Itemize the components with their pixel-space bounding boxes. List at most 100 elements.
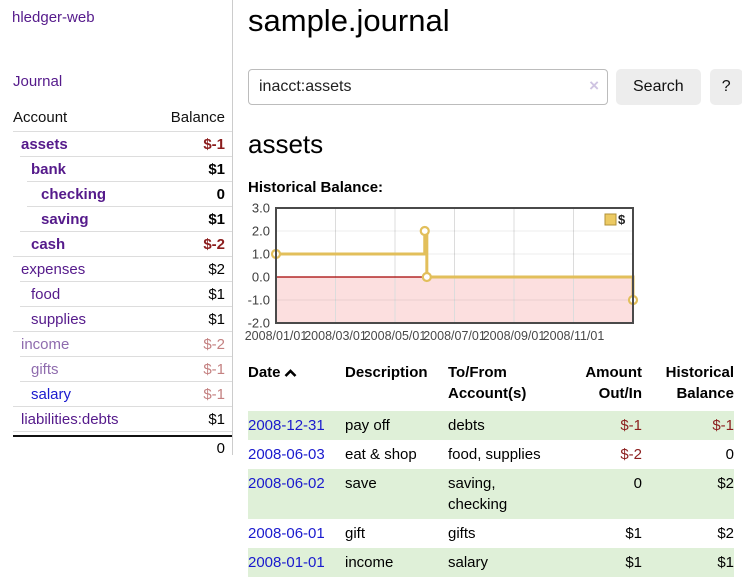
balance-cell: $-1 xyxy=(642,411,734,440)
description-cell: pay off xyxy=(345,411,448,440)
date-cell: 2008-12-31 xyxy=(248,411,345,440)
accounts-tree: assets $-1 bank $1 checking 0 saving $1 cash $-2 e… xyxy=(0,131,232,431)
sidebar-account-row: saving $1 xyxy=(27,206,232,231)
search-button[interactable]: Search xyxy=(616,69,701,105)
transaction-date-link[interactable]: 2008-06-01 xyxy=(248,525,325,542)
sidebar-account-link[interactable]: bank xyxy=(31,160,67,178)
table-row: 2008-06-03 eat & shop food, supplies $-2 0 xyxy=(248,440,734,469)
accounts-cell: gifts xyxy=(448,525,476,542)
x-axis-tick-label: 2008/03/01 xyxy=(304,329,367,343)
sidebar-account-row: assets $-1 xyxy=(13,131,232,156)
description-cell: gift xyxy=(345,525,366,542)
column-header-date[interactable]: Date xyxy=(248,362,345,411)
data-point-marker xyxy=(419,225,430,237)
x-axis-tick-label: 2008/11/01 xyxy=(543,329,605,343)
register-header-row: Date Description To/From Account(s) Amou… xyxy=(248,362,734,411)
sidebar-account-row: salary $-1 xyxy=(20,381,232,406)
accounts-cell: food, supplies xyxy=(448,446,541,463)
accounts-cell: debts xyxy=(448,411,560,440)
date-cell: 2008-01-01 xyxy=(248,548,345,577)
date-cell: 2008-06-03 xyxy=(248,440,345,469)
search-form: × Search ? xyxy=(248,69,742,105)
amount-cell: $-2 xyxy=(620,446,642,463)
sidebar-account-row: food $1 xyxy=(20,281,232,306)
y-axis-tick-label: -1.0 xyxy=(248,293,270,308)
help-button[interactable]: ? xyxy=(709,69,742,105)
accounts-column-header: Account xyxy=(13,109,68,126)
chart-border xyxy=(275,207,634,324)
account-balance: 0 xyxy=(216,185,225,203)
accounts-table-header: Account Balance xyxy=(13,109,232,131)
page-title: sample.journal xyxy=(248,3,450,38)
column-header-amount: Amount Out/In xyxy=(585,364,642,402)
balance-cell: 0 xyxy=(725,446,734,463)
legend-swatch-icon xyxy=(604,213,617,226)
amount-cell: 0 xyxy=(560,469,642,519)
sidebar-account-row: income $-2 xyxy=(13,331,232,356)
account-balance: $1 xyxy=(208,310,225,328)
accounts-cell: saving, checking xyxy=(448,469,560,519)
y-axis-tick-label: 0.0 xyxy=(252,270,270,285)
sidebar-account-link[interactable]: salary xyxy=(31,385,72,403)
account-balance: $2 xyxy=(208,260,225,278)
transaction-date-link[interactable]: 2008-06-02 xyxy=(248,475,325,492)
sidebar-account-link[interactable]: cash xyxy=(31,235,66,253)
sidebar: hledger-web Journal Account Balance asse… xyxy=(0,0,233,457)
table-row: 2008-06-02 save saving, checking 0 $2 xyxy=(248,469,734,519)
transaction-date-link[interactable]: 2008-12-31 xyxy=(248,417,325,434)
account-balance: $1 xyxy=(208,410,225,428)
sidebar-account-link[interactable]: income xyxy=(21,335,70,353)
account-balance: $-2 xyxy=(203,235,225,253)
description-cell: eat & shop xyxy=(345,446,417,463)
sidebar-account-link[interactable]: assets xyxy=(21,135,68,153)
y-axis-tick-label: 2.0 xyxy=(252,224,270,239)
account-balance: $1 xyxy=(208,285,225,303)
search-input[interactable] xyxy=(248,69,608,105)
accounts-cell: salary xyxy=(448,548,560,577)
sidebar-account-link[interactable]: gifts xyxy=(31,360,59,378)
x-axis-tick-label: 2008/01/01 xyxy=(245,329,308,343)
brand-link[interactable]: hledger-web xyxy=(12,9,95,26)
chart-label: Historical Balance: xyxy=(248,179,384,196)
amount-cell: $1 xyxy=(625,525,642,542)
x-axis-tick-label: 2008/05/01 xyxy=(364,329,427,343)
sidebar-account-row: gifts $-1 xyxy=(20,356,232,381)
clear-search-icon[interactable]: × xyxy=(589,76,599,95)
sidebar-account-row: expenses $2 xyxy=(13,256,232,281)
account-balance: $1 xyxy=(208,210,225,228)
balance-column-header: Balance xyxy=(170,109,225,126)
main-content: sample.journal × Search ? assets Histori… xyxy=(233,0,742,577)
description-cell: save xyxy=(345,469,448,519)
table-row: 2008-12-31 pay off debts $-1 $-1 xyxy=(248,411,734,440)
data-point-marker xyxy=(421,271,432,283)
sidebar-account-link[interactable]: supplies xyxy=(31,310,87,328)
account-heading: assets xyxy=(248,129,324,159)
sidebar-account-link[interactable]: expenses xyxy=(21,260,86,278)
table-row: 2008-06-01 gift gifts $1 $2 xyxy=(248,519,734,548)
sidebar-account-link[interactable]: saving xyxy=(41,210,89,228)
account-balance: $-1 xyxy=(203,385,225,403)
column-header-balance: Historical Balance xyxy=(665,364,734,402)
x-axis-tick-label: 2008/07/01 xyxy=(423,329,486,343)
transaction-date-link[interactable]: 2008-01-01 xyxy=(248,554,325,571)
accounts-total: 0 xyxy=(13,435,232,457)
sidebar-account-link[interactable]: checking xyxy=(41,185,107,203)
y-axis-tick-label: 1.0 xyxy=(252,247,270,262)
y-axis-tick-label: 3.0 xyxy=(252,201,270,216)
account-balance: $1 xyxy=(208,160,225,178)
amount-cell: $-1 xyxy=(560,411,642,440)
account-balance: $-2 xyxy=(203,335,225,353)
legend-label: $ xyxy=(618,212,626,227)
transaction-date-link[interactable]: 2008-06-03 xyxy=(248,446,325,463)
y-axis-tick-label: -2.0 xyxy=(248,316,270,331)
nav-journal-link[interactable]: Journal xyxy=(13,73,63,90)
sidebar-account-row: cash $-2 xyxy=(20,231,232,256)
account-balance: $-1 xyxy=(203,135,225,153)
sidebar-account-link[interactable]: food xyxy=(31,285,61,303)
date-cell: 2008-06-02 xyxy=(248,469,345,519)
sidebar-account-link[interactable]: liabilities:debts xyxy=(21,410,119,428)
sort-ascending-icon xyxy=(284,369,296,377)
date-cell: 2008-06-01 xyxy=(248,519,345,548)
sidebar-account-row: liabilities:debts $1 xyxy=(13,406,232,431)
balance-cell: $2 xyxy=(717,525,734,542)
